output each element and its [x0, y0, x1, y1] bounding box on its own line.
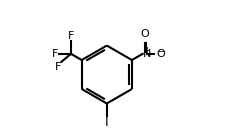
Text: F: F: [68, 31, 74, 41]
Text: F: F: [54, 62, 61, 72]
Text: −: −: [156, 47, 163, 56]
Text: F: F: [52, 49, 58, 59]
Text: +: +: [143, 46, 150, 55]
Text: I: I: [105, 116, 108, 129]
Text: O: O: [140, 29, 149, 39]
Text: O: O: [155, 49, 164, 59]
Text: N: N: [142, 49, 151, 59]
